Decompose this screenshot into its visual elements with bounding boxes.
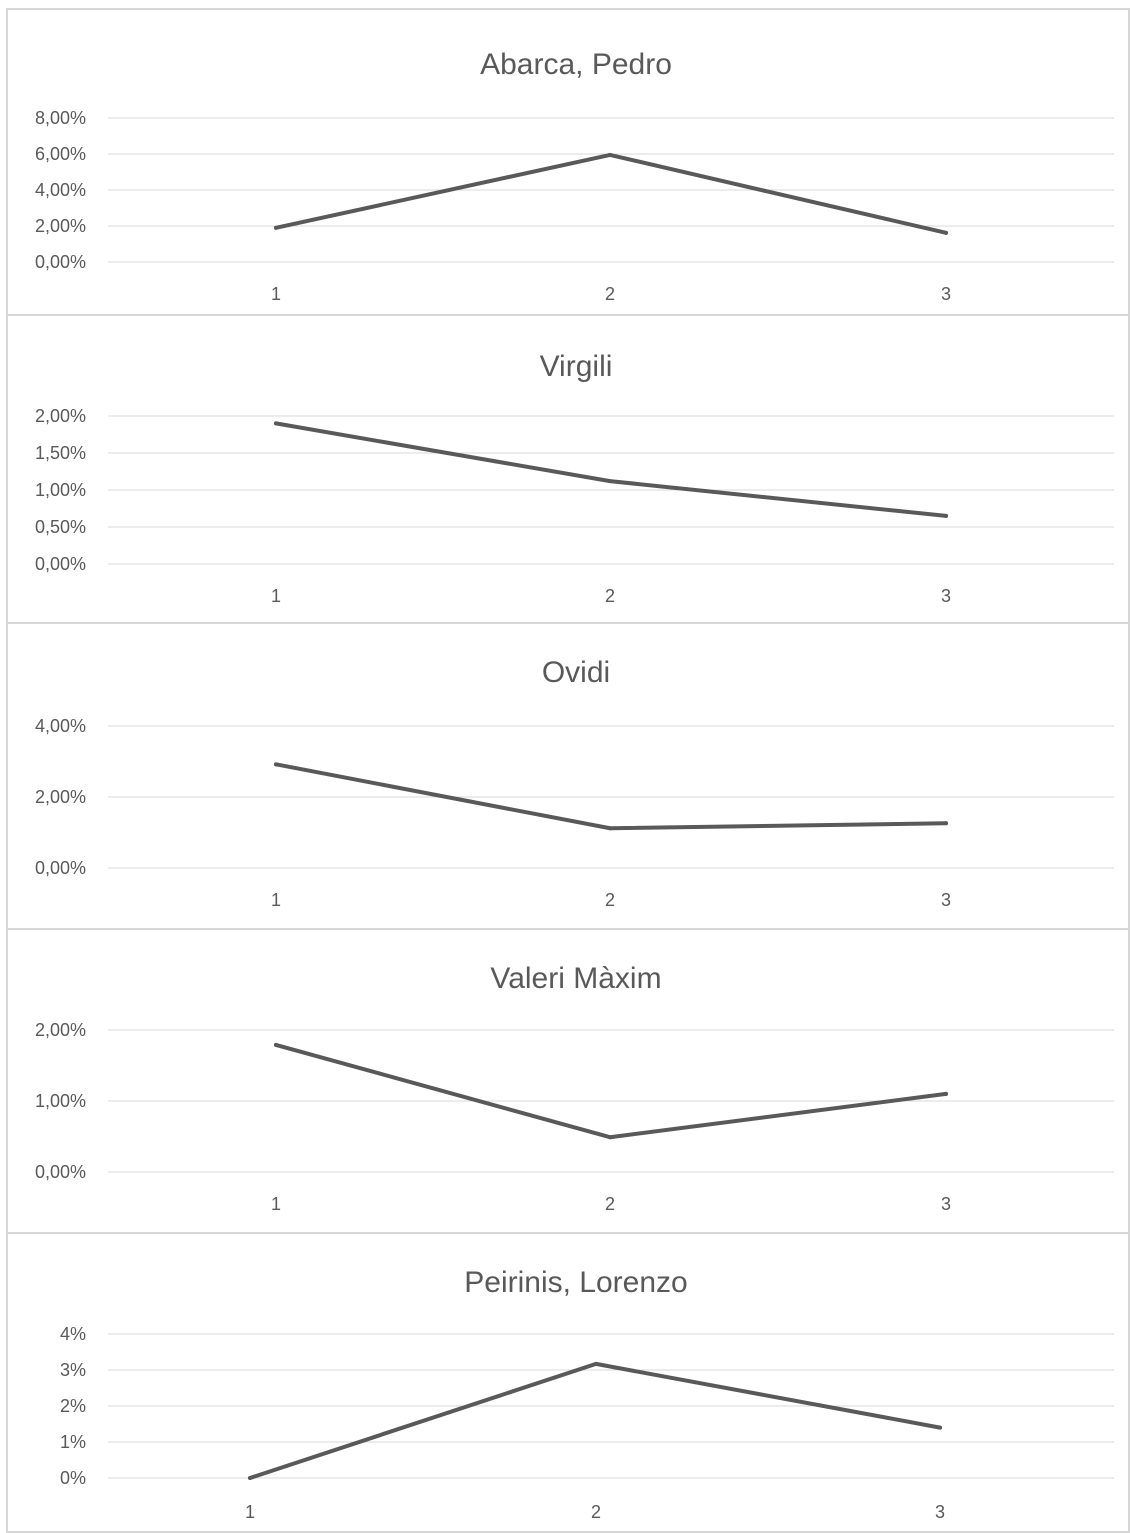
y-tick-label: 2,00% [35, 406, 86, 426]
chart-panel: Ovidi 0,00% 2,00% 4,00% 1 2 3 [6, 622, 1130, 930]
chart-title: Abarca, Pedro [480, 48, 672, 81]
x-tick-label: 3 [941, 890, 951, 910]
x-tick-label: 1 [245, 1502, 255, 1522]
y-tick-label: 2,00% [35, 1020, 86, 1040]
x-tick-label: 3 [941, 586, 951, 606]
chart-title: Valeri Màxim [490, 962, 661, 995]
chart-title: Peirinis, Lorenzo [464, 1266, 687, 1299]
series-line [274, 421, 948, 518]
data-point [944, 1091, 948, 1096]
data-point [248, 1476, 252, 1480]
data-point [608, 826, 612, 831]
chart-svg: Virgili 0,00% 0,50% 1,00% 1,50% 2,00% 1 2 3 [35, 350, 1114, 606]
y-tick-label: 1% [60, 1432, 86, 1452]
x-tick-label: 2 [605, 890, 615, 910]
chart-title: Ovidi [542, 656, 610, 689]
series-line [274, 762, 948, 831]
data-point [608, 152, 612, 157]
y-tick-label: 4,00% [35, 716, 86, 736]
y-tick-label: 0,00% [35, 1162, 86, 1182]
y-tick-label: 3% [60, 1360, 86, 1380]
x-tick-label: 3 [941, 284, 951, 304]
x-tick-label: 2 [591, 1502, 601, 1522]
chart-svg: Abarca, Pedro 0,00% 2,00% 4,00% 6,00% 8,00% 1 2… [35, 48, 1114, 304]
y-tick-label: 1,00% [35, 480, 86, 500]
chart-svg: Ovidi 0,00% 2,00% 4,00% 1 2 3 [35, 656, 1114, 910]
data-point [938, 1425, 942, 1430]
x-tick-label: 2 [605, 284, 615, 304]
y-tick-label: 8,00% [35, 108, 86, 128]
chart-title: Virgili [540, 350, 613, 383]
chart-panel: Abarca, Pedro 0,00% 2,00% 4,00% 6,00% 8,00% 1 2… [6, 8, 1130, 316]
x-tick-label: 1 [271, 890, 281, 910]
data-point [274, 421, 278, 426]
series-line [274, 1042, 948, 1140]
y-tick-label: 6,00% [35, 144, 86, 164]
y-tick-label: 0,00% [35, 252, 86, 272]
chart-panel: Valeri Màxim 0,00% 1,00% 2,00% 1 2 3 [6, 928, 1130, 1234]
chart-panel: Virgili 0,00% 0,50% 1,00% 1,50% 2,00% 1 2 3 [6, 314, 1130, 624]
y-tick-label: 4,00% [35, 180, 86, 200]
x-tick-label: 2 [605, 586, 615, 606]
x-tick-label: 3 [941, 1194, 951, 1214]
data-point [274, 225, 278, 230]
x-tick-label: 3 [935, 1502, 945, 1522]
data-point [944, 821, 948, 826]
x-tick-label: 1 [271, 284, 281, 304]
y-tick-label: 2,00% [35, 787, 86, 807]
x-tick-label: 2 [605, 1194, 615, 1214]
x-tick-label: 1 [271, 1194, 281, 1214]
y-tick-label: 0,50% [35, 517, 86, 537]
y-tick-label: 0,00% [35, 858, 86, 878]
series-line [274, 152, 948, 235]
data-point [944, 513, 948, 518]
y-tick-label: 1,00% [35, 1091, 86, 1111]
data-point [274, 1042, 278, 1047]
data-point [608, 1135, 612, 1140]
series-line [248, 1361, 942, 1480]
chart-svg: Peirinis, Lorenzo 0% 1% 2% 3% 4% 1 2 3 [60, 1266, 1114, 1522]
data-point [608, 479, 612, 484]
y-tick-label: 0% [60, 1468, 86, 1488]
data-point [274, 762, 278, 767]
chart-panel: Peirinis, Lorenzo 0% 1% 2% 3% 4% 1 2 3 [6, 1232, 1130, 1533]
data-point [944, 230, 948, 235]
y-tick-label: 0,00% [35, 554, 86, 574]
x-tick-label: 1 [271, 586, 281, 606]
y-tick-label: 2% [60, 1396, 86, 1416]
data-point [594, 1361, 598, 1366]
chart-svg: Valeri Màxim 0,00% 1,00% 2,00% 1 2 3 [35, 962, 1114, 1214]
y-tick-label: 1,50% [35, 443, 86, 463]
y-tick-label: 4% [60, 1324, 86, 1344]
y-tick-label: 2,00% [35, 216, 86, 236]
